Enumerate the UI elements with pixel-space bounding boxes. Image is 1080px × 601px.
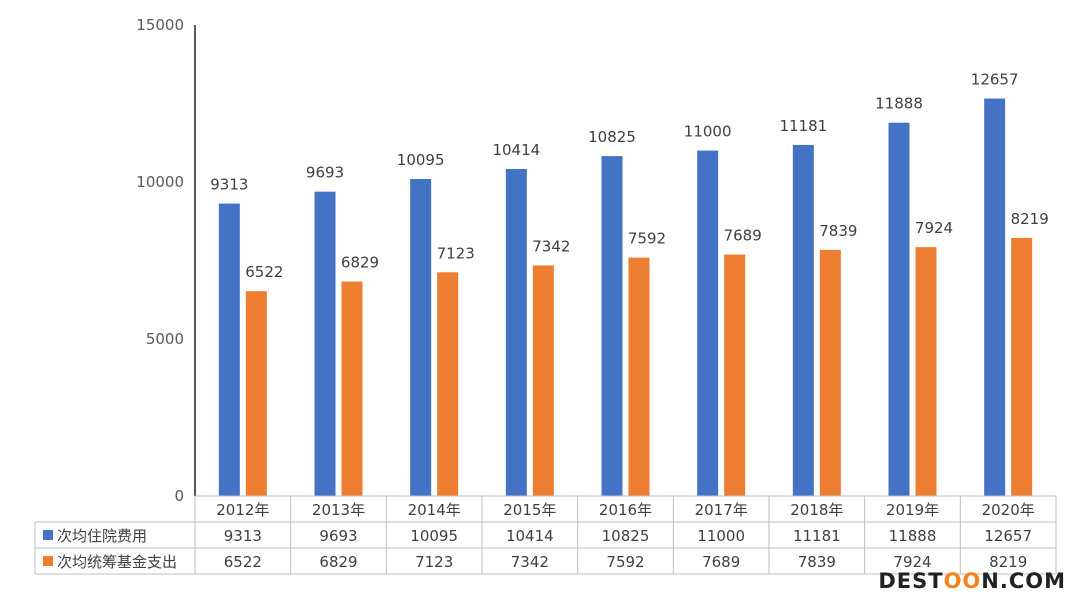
data-label: 7689: [724, 227, 762, 245]
x-tick-label: 2017年: [695, 501, 748, 519]
bar-fund-expense: [341, 281, 363, 496]
bars: [218, 98, 1033, 497]
bar-fund-expense: [245, 291, 267, 496]
table-cell: 10414: [506, 527, 554, 545]
bar-hospital-cost: [601, 156, 623, 496]
y-axis: 0 5000 10000 15000: [136, 16, 196, 505]
legend-label: 次均住院费用: [57, 527, 147, 545]
table-cell: 7123: [415, 553, 453, 571]
bar-fund-expense: [1011, 237, 1033, 496]
x-tick-label: 2016年: [599, 501, 652, 519]
bar-hospital-cost: [218, 203, 240, 497]
data-label: 9313: [210, 176, 248, 194]
table-cell: 6829: [319, 553, 357, 571]
watermark-logo: DESTOON.COM: [878, 569, 1066, 593]
bar-hospital-cost: [792, 144, 814, 496]
data-label: 11000: [684, 123, 732, 141]
table-cell: 10095: [410, 527, 458, 545]
data-label: 11181: [779, 117, 827, 135]
table-cell: 12657: [984, 527, 1032, 545]
data-label: 7839: [819, 222, 857, 240]
data-label: 10095: [397, 151, 445, 169]
data-label: 6522: [245, 263, 283, 281]
bar-hospital-cost: [505, 169, 527, 496]
data-label: 7924: [915, 219, 953, 237]
table-cell: 7689: [702, 553, 740, 571]
table-cell: 8219: [989, 553, 1027, 571]
y-tick-label: 0: [174, 487, 184, 505]
table-cell: 7839: [798, 553, 836, 571]
table-cell: 11888: [889, 527, 937, 545]
data-label: 7123: [437, 244, 475, 262]
y-tick-label: 5000: [146, 330, 184, 348]
data-label: 6829: [341, 254, 379, 272]
bar-hospital-cost: [410, 179, 432, 496]
table-cell: 11000: [697, 527, 745, 545]
table-cell: 9693: [319, 527, 357, 545]
legend-swatch: [43, 530, 53, 540]
data-label: 7592: [628, 230, 666, 248]
y-tick-label: 10000: [136, 173, 184, 191]
legend-label: 次均统筹基金支出: [57, 553, 177, 571]
y-tick-label: 15000: [136, 16, 184, 34]
data-label: 10414: [492, 141, 540, 159]
table-cell: 7342: [511, 553, 549, 571]
data-label: 12657: [971, 71, 1019, 89]
data-label: 7342: [532, 237, 570, 255]
bar-fund-expense: [437, 272, 459, 496]
data-label: 9693: [306, 164, 344, 182]
table-cell: 6522: [224, 553, 262, 571]
x-tick-label: 2012年: [216, 501, 269, 519]
x-tick-label: 2013年: [312, 501, 365, 519]
bar-fund-expense: [724, 254, 746, 496]
legend-swatch: [43, 556, 53, 566]
bar-hospital-cost: [697, 150, 719, 496]
data-label: 10825: [588, 128, 636, 146]
data-label: 11888: [875, 95, 923, 113]
table-cell: 11181: [793, 527, 841, 545]
bar-fund-expense: [628, 257, 650, 496]
bar-fund-expense: [532, 265, 554, 496]
bar-fund-expense: [819, 249, 841, 496]
x-tick-label: 2020年: [982, 501, 1035, 519]
table-cell: 7592: [606, 553, 644, 571]
x-tick-label: 2014年: [408, 501, 461, 519]
data-labels: 9313 6522 9693 6829 10095 7123 10414 7342 10825 7…: [210, 71, 1049, 282]
data-table: 2012年 2013年 2014年 2015年 2016年 2017年 2018年 2019年…: [34, 495, 1057, 575]
table-cell: 7924: [893, 553, 931, 571]
table-cell: 10825: [602, 527, 650, 545]
bar-hospital-cost: [314, 191, 336, 496]
bar-fund-expense: [915, 247, 937, 496]
x-tick-label: 2018年: [790, 501, 843, 519]
x-tick-label: 2019年: [886, 501, 939, 519]
data-label: 8219: [1011, 210, 1049, 228]
x-tick-label: 2015年: [503, 501, 556, 519]
bar-hospital-cost: [984, 98, 1006, 497]
table-cell: 9313: [224, 527, 262, 545]
bar-hospital-cost: [888, 122, 910, 496]
